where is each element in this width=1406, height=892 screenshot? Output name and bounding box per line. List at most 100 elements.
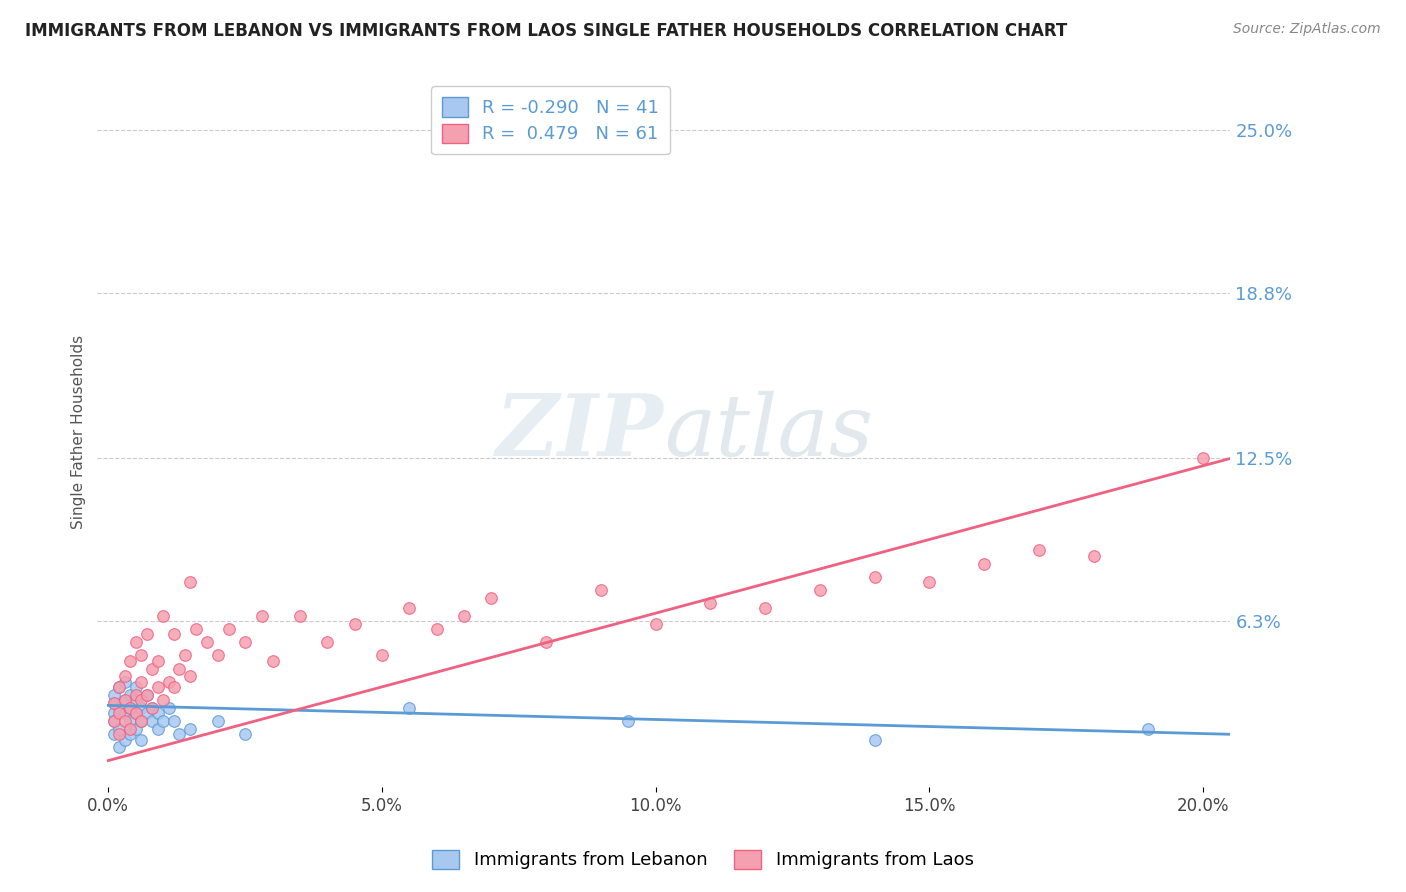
Point bbox=[120, 688, 142, 702]
Point bbox=[129, 674, 152, 689]
Legend: Immigrants from Lebanon, Immigrants from Laos: Immigrants from Lebanon, Immigrants from… bbox=[423, 841, 983, 879]
Point bbox=[108, 680, 131, 694]
Point bbox=[233, 727, 256, 741]
Y-axis label: Single Father Households: Single Father Households bbox=[72, 335, 86, 529]
Point bbox=[103, 696, 125, 710]
Point bbox=[398, 601, 420, 615]
Point bbox=[141, 714, 163, 728]
Point bbox=[108, 680, 131, 694]
Point bbox=[120, 654, 142, 668]
Point bbox=[129, 648, 152, 663]
Point bbox=[195, 635, 218, 649]
Point bbox=[534, 128, 557, 143]
Point bbox=[146, 654, 169, 668]
Point bbox=[103, 696, 125, 710]
Point bbox=[316, 635, 339, 649]
Point bbox=[218, 622, 240, 636]
Point bbox=[120, 701, 142, 715]
Point bbox=[1028, 543, 1050, 558]
Point bbox=[129, 714, 152, 728]
Point bbox=[589, 582, 612, 597]
Point bbox=[163, 714, 186, 728]
Point bbox=[103, 688, 125, 702]
Point bbox=[135, 627, 157, 641]
Point bbox=[233, 635, 256, 649]
Point bbox=[157, 701, 180, 715]
Point bbox=[103, 727, 125, 741]
Point bbox=[863, 569, 886, 583]
Point bbox=[108, 740, 131, 755]
Point bbox=[152, 714, 174, 728]
Point bbox=[141, 662, 163, 676]
Point bbox=[135, 688, 157, 702]
Point bbox=[124, 635, 146, 649]
Point bbox=[124, 680, 146, 694]
Text: Source: ZipAtlas.com: Source: ZipAtlas.com bbox=[1233, 22, 1381, 37]
Point bbox=[152, 693, 174, 707]
Point bbox=[617, 714, 640, 728]
Point bbox=[135, 706, 157, 721]
Point bbox=[453, 609, 475, 624]
Point bbox=[120, 722, 142, 736]
Point bbox=[973, 557, 995, 571]
Point bbox=[103, 714, 125, 728]
Point bbox=[1083, 549, 1105, 563]
Point bbox=[174, 648, 197, 663]
Point bbox=[114, 693, 136, 707]
Point bbox=[481, 591, 503, 605]
Point bbox=[179, 669, 201, 683]
Point bbox=[146, 680, 169, 694]
Point bbox=[146, 706, 169, 721]
Point bbox=[120, 727, 142, 741]
Point bbox=[129, 693, 152, 707]
Point bbox=[918, 574, 941, 589]
Point bbox=[398, 701, 420, 715]
Point bbox=[644, 616, 666, 631]
Point bbox=[108, 727, 131, 741]
Point bbox=[124, 693, 146, 707]
Point bbox=[207, 714, 229, 728]
Point bbox=[863, 732, 886, 747]
Point bbox=[114, 714, 136, 728]
Point bbox=[179, 574, 201, 589]
Point bbox=[146, 722, 169, 736]
Point bbox=[250, 609, 273, 624]
Point bbox=[103, 714, 125, 728]
Point bbox=[371, 648, 394, 663]
Point bbox=[141, 701, 163, 715]
Point bbox=[184, 622, 207, 636]
Text: IMMIGRANTS FROM LEBANON VS IMMIGRANTS FROM LAOS SINGLE FATHER HOUSEHOLDS CORRELA: IMMIGRANTS FROM LEBANON VS IMMIGRANTS FR… bbox=[25, 22, 1067, 40]
Point bbox=[108, 701, 131, 715]
Point bbox=[108, 722, 131, 736]
Point bbox=[114, 706, 136, 721]
Point bbox=[124, 688, 146, 702]
Point bbox=[114, 693, 136, 707]
Point bbox=[699, 596, 721, 610]
Point bbox=[135, 688, 157, 702]
Point bbox=[103, 706, 125, 721]
Point bbox=[1192, 451, 1215, 466]
Point bbox=[129, 701, 152, 715]
Point bbox=[124, 706, 146, 721]
Point bbox=[124, 722, 146, 736]
Point bbox=[808, 582, 831, 597]
Point bbox=[169, 727, 191, 741]
Point bbox=[114, 669, 136, 683]
Point bbox=[1137, 722, 1160, 736]
Text: ZIP: ZIP bbox=[496, 391, 664, 474]
Point bbox=[288, 609, 311, 624]
Point bbox=[163, 680, 186, 694]
Point bbox=[141, 701, 163, 715]
Point bbox=[207, 648, 229, 663]
Point bbox=[124, 706, 146, 721]
Point bbox=[157, 674, 180, 689]
Point bbox=[129, 714, 152, 728]
Point bbox=[754, 601, 776, 615]
Point bbox=[120, 714, 142, 728]
Point bbox=[129, 732, 152, 747]
Text: atlas: atlas bbox=[664, 391, 873, 474]
Point bbox=[534, 635, 557, 649]
Point bbox=[343, 616, 366, 631]
Point bbox=[169, 662, 191, 676]
Legend: R = -0.290   N = 41, R =  0.479   N = 61: R = -0.290 N = 41, R = 0.479 N = 61 bbox=[432, 87, 669, 154]
